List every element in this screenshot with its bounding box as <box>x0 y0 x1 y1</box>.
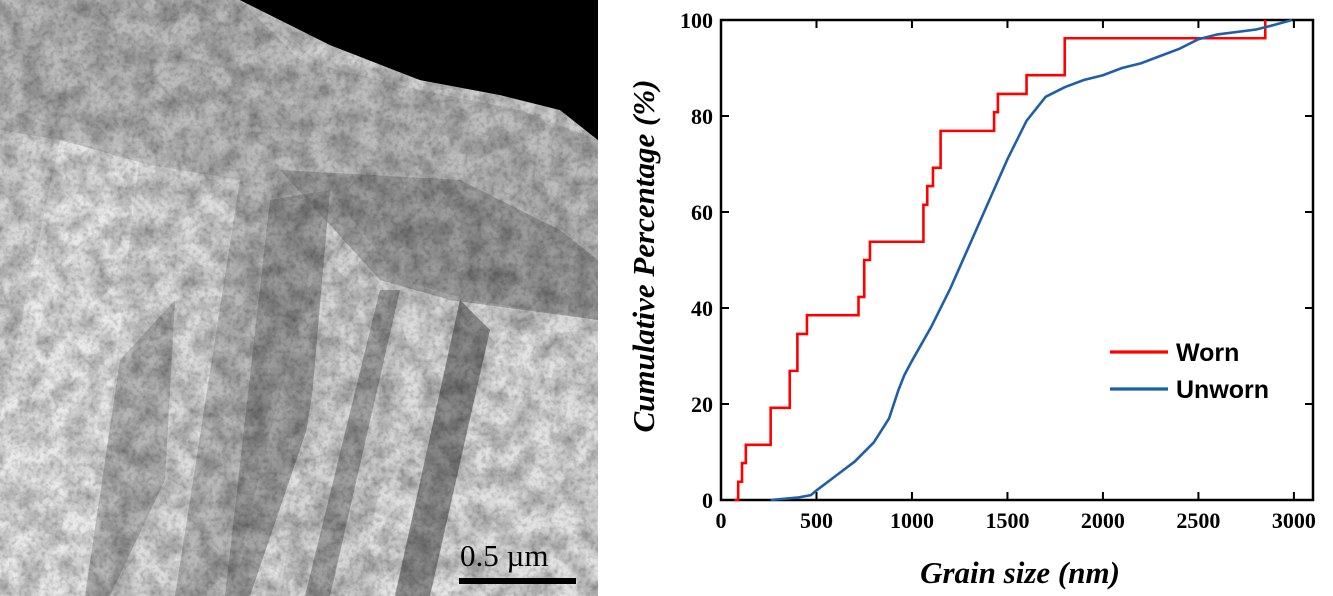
scale-bar-label: 0.5 µm <box>460 538 549 573</box>
y-tick-label: 60 <box>691 200 713 225</box>
scale-bar <box>459 578 576 584</box>
x-axis-label: Grain size (nm) <box>920 555 1120 590</box>
series-line-worn <box>734 20 1267 502</box>
tem-micrograph: 0.5 µm <box>0 0 598 596</box>
axes: 0 500 1000 1500 2000 2500 3000 0 20 40 60 80 100 <box>680 8 1316 533</box>
series-layer <box>734 18 1293 502</box>
y-axis-label: Cumulative Percentage (%) <box>626 80 661 433</box>
y-tick-label: 100 <box>680 8 713 33</box>
micrograph-image <box>0 0 598 596</box>
y-tick-label: 20 <box>691 392 713 417</box>
chart-svg: 0 500 1000 1500 2000 2500 3000 0 20 40 60 80 100 Wor… <box>626 8 1316 590</box>
x-tick-label: 2500 <box>1176 508 1220 533</box>
y-tick-label: 80 <box>691 104 713 129</box>
x-tick-label: 500 <box>800 508 833 533</box>
y-tick-label: 0 <box>702 488 713 513</box>
legend: Worn Unworn <box>1110 339 1269 404</box>
x-tick-label: 0 <box>716 508 727 533</box>
legend-label-worn: Worn <box>1176 339 1239 367</box>
plot-frame <box>719 18 1315 502</box>
cumulative-chart: 0 500 1000 1500 2000 2500 3000 0 20 40 60 80 100 Wor… <box>598 0 1333 596</box>
legend-label-unworn: Unworn <box>1176 376 1269 404</box>
x-tick-label: 2000 <box>1081 508 1125 533</box>
x-tick-label: 1500 <box>985 508 1029 533</box>
x-tick-label: 1000 <box>890 508 934 533</box>
x-tick-label: 3000 <box>1272 508 1316 533</box>
series-line-unworn <box>770 18 1293 502</box>
y-tick-label: 40 <box>691 296 713 321</box>
